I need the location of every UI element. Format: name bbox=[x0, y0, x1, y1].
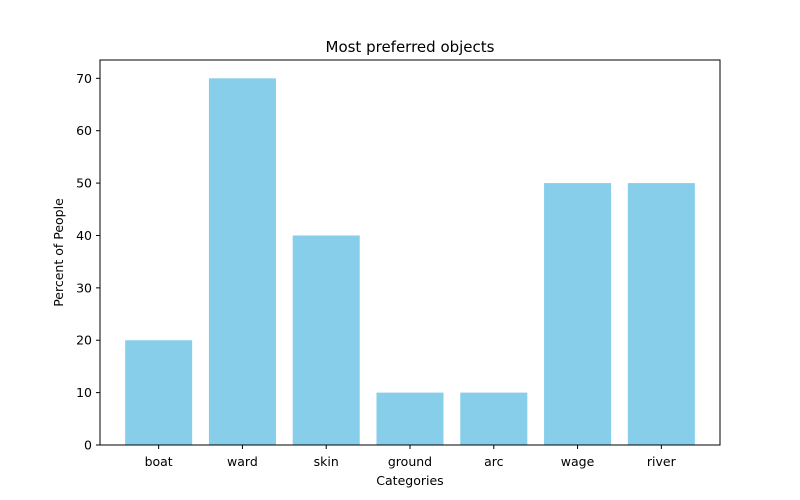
y-tick-label: 70 bbox=[76, 71, 92, 86]
bar-boat bbox=[125, 340, 193, 445]
x-tick-label: ground bbox=[388, 454, 432, 469]
bars-layer bbox=[125, 78, 695, 445]
x-tick-label: river bbox=[647, 454, 677, 469]
bar-arc bbox=[460, 392, 528, 445]
y-tick-label: 50 bbox=[76, 176, 92, 191]
x-tick-label: wage bbox=[561, 454, 595, 469]
y-axis-ticks: 0 10 20 30 40 50 60 70 bbox=[76, 71, 100, 453]
bar-skin bbox=[292, 235, 360, 445]
y-tick-label: 40 bbox=[76, 228, 92, 243]
bar-wage bbox=[544, 183, 612, 445]
y-tick-label: 30 bbox=[76, 280, 92, 295]
y-tick-label: 0 bbox=[84, 438, 92, 453]
bar-river bbox=[627, 183, 695, 445]
bar-ground bbox=[376, 392, 444, 445]
y-tick-label: 20 bbox=[76, 333, 92, 348]
y-tick-label: 10 bbox=[76, 385, 92, 400]
x-axis-label: Categories bbox=[376, 473, 443, 488]
x-tick-label: ward bbox=[227, 454, 258, 469]
bar-ward bbox=[208, 78, 276, 445]
y-axis-label: Percent of People bbox=[51, 198, 66, 307]
chart-title: Most preferred objects bbox=[326, 38, 495, 56]
plot-area-frame bbox=[99, 59, 721, 446]
x-tick-label: skin bbox=[314, 454, 339, 469]
x-axis-ticks: boat ward skin ground arc wage river bbox=[145, 445, 677, 469]
x-tick-label: arc bbox=[484, 454, 504, 469]
x-tick-label: boat bbox=[145, 454, 173, 469]
y-tick-label: 60 bbox=[76, 123, 92, 138]
